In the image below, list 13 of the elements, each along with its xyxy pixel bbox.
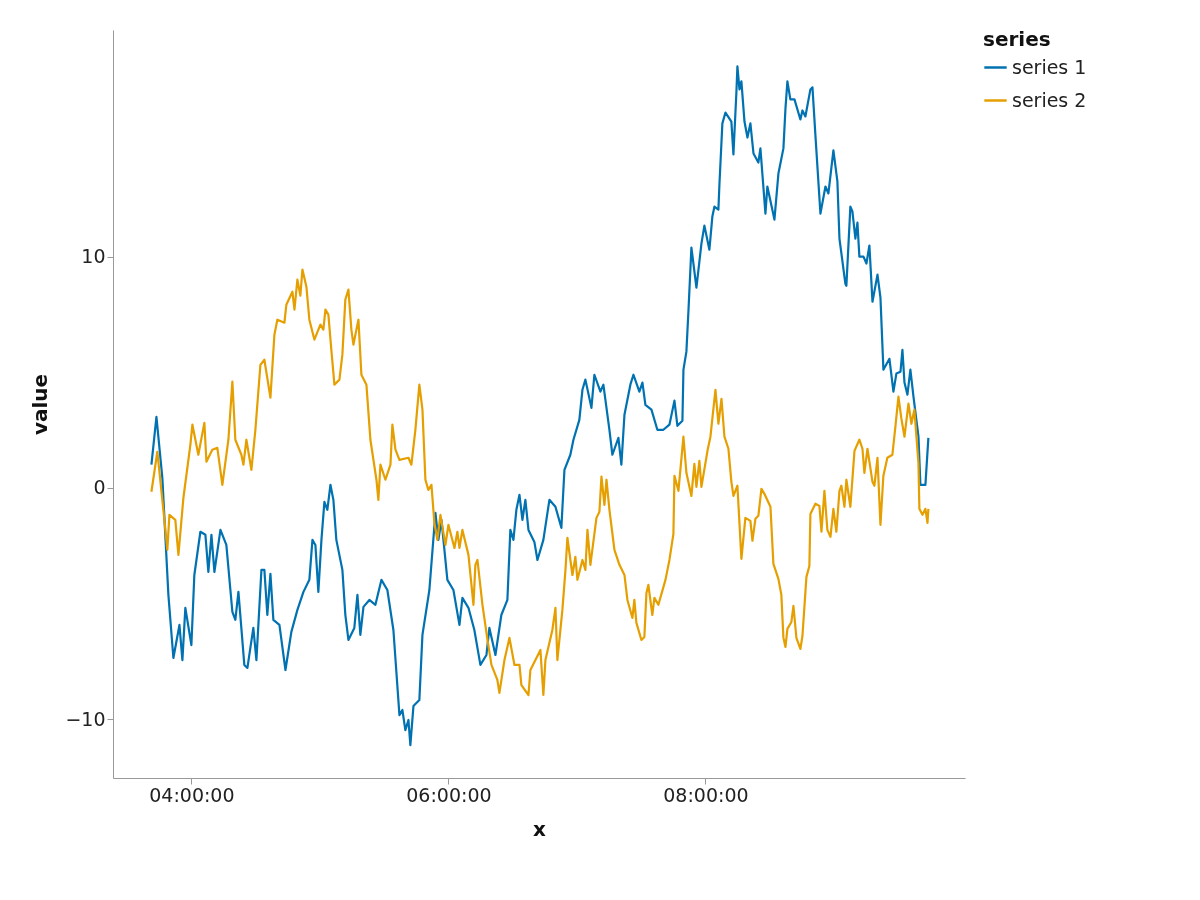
line-series — [150, 268, 930, 697]
legend-label: series 1 — [1012, 55, 1087, 78]
x-tick-label: 06:00:00 — [406, 783, 492, 806]
x-axis-title: x — [533, 816, 547, 841]
x-tick-label: 08:00:00 — [663, 783, 749, 806]
line-series — [150, 65, 930, 747]
x-tick-label: 04:00:00 — [149, 783, 235, 806]
y-tick-label: 10 — [81, 245, 106, 268]
y-tick-label: 0 — [93, 476, 106, 499]
legend-title: series — [983, 27, 1051, 51]
y-axis-title: value — [28, 373, 53, 436]
y-tick-label: −10 — [65, 707, 106, 730]
legend-label: series 2 — [1012, 88, 1087, 111]
